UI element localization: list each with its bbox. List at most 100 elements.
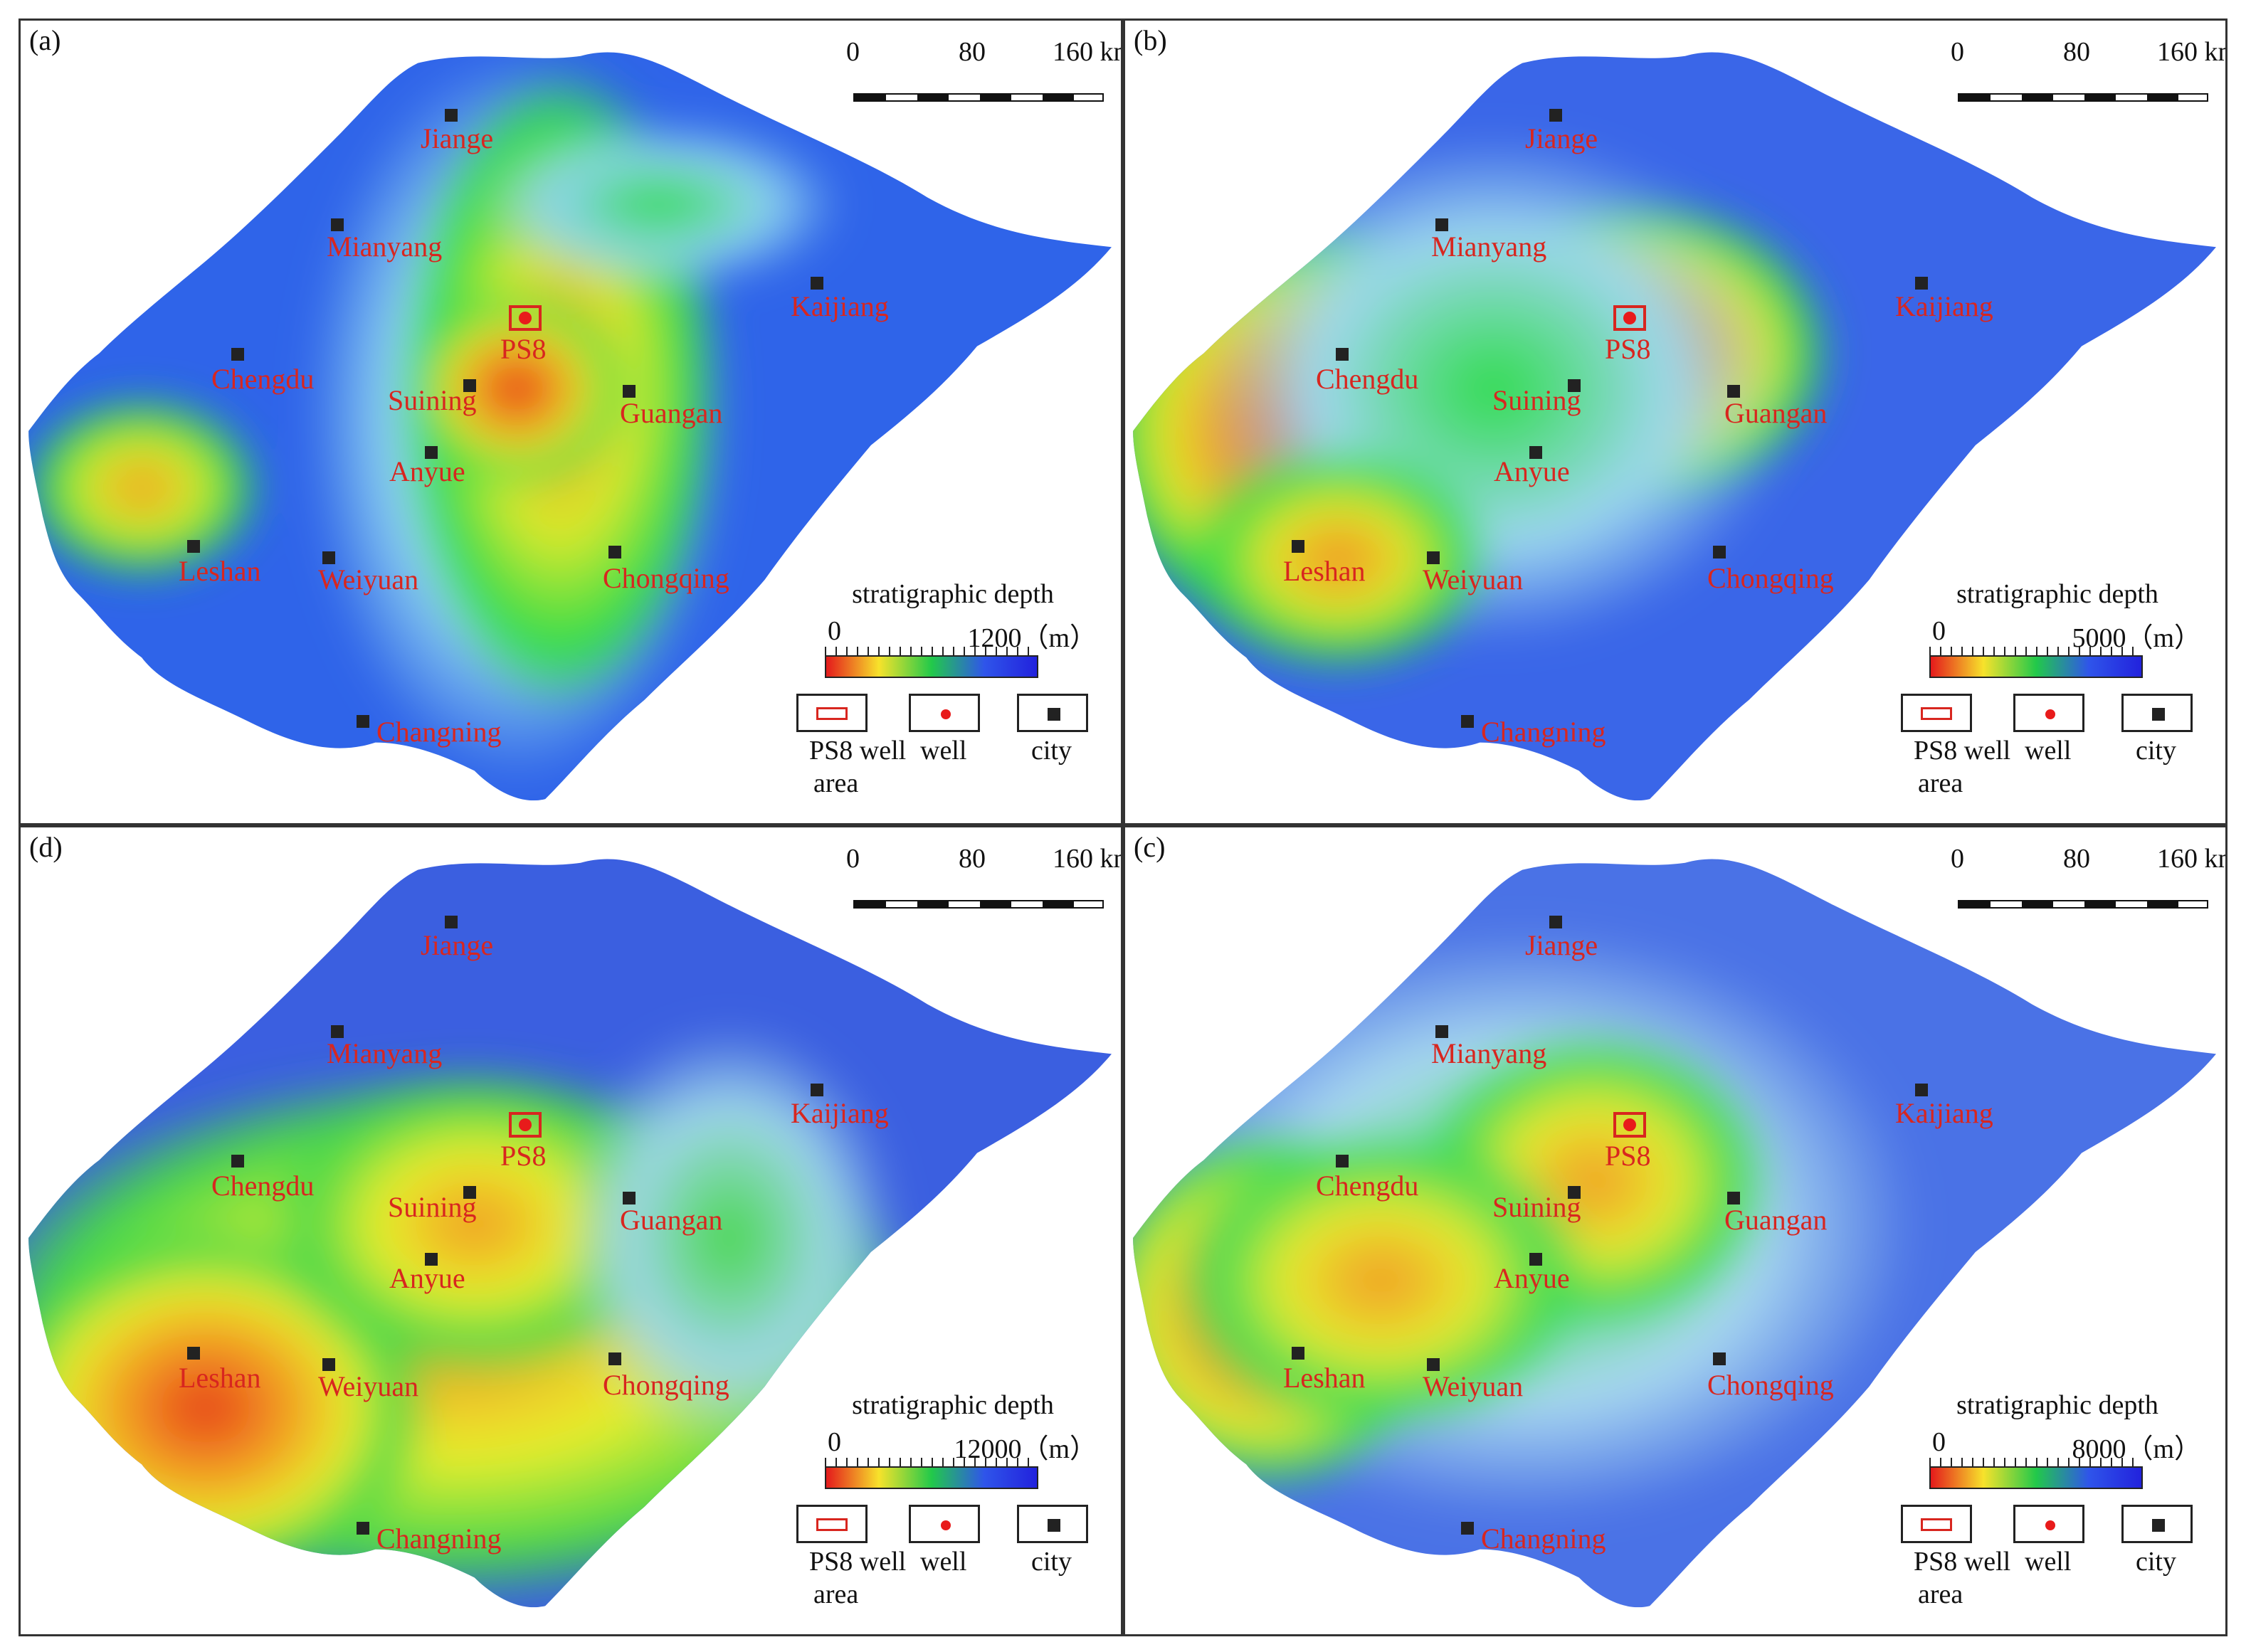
legend-item-label: well [920,1547,967,1577]
colorbar-ticks [1929,1458,2143,1466]
scale-tick-label: 160 km [2157,844,2225,874]
city-marker [445,109,458,122]
colorbar-min-label: 0 [828,616,841,646]
city-marker [1915,277,1928,290]
colorbar-ticks [1929,647,2143,655]
panel-label: (c) [1134,831,1166,863]
city-label: Anyue [389,455,465,487]
scale-tick-label: 0 [846,37,860,67]
city-label: Chongqing [603,1369,729,1401]
city-marker [1727,385,1740,398]
legend-item-label: city [1031,1547,1072,1577]
legend-well-symbol [2013,694,2084,732]
city-label: Suining [388,384,477,416]
city-marker [623,1192,636,1204]
city-marker [608,546,621,558]
well-dot-icon [2045,1520,2055,1530]
city-label: Leshan [1283,555,1366,587]
well-area-icon [816,707,848,720]
colorbar-ticks [825,647,1038,655]
colorbar [1929,1466,2143,1489]
city-label: Chengdu [1316,363,1419,395]
city-label: Leshan [179,555,261,587]
city-label: Kaijiang [1895,290,1993,322]
city-marker [1435,1025,1448,1038]
colorbar [825,1466,1038,1489]
city-label: Suining [1492,384,1581,416]
city-marker [1427,551,1440,564]
city-label: Weiyuan [318,1370,419,1402]
city-marker [425,1253,438,1266]
city-label: Kaijiang [1895,1097,1993,1129]
city-label: Guangan [1724,1204,1828,1236]
city-marker [357,1522,369,1535]
ps8-well-marker [509,305,542,331]
city-label: Weiyuan [1423,563,1524,595]
city-marker [608,1352,621,1365]
ps8-well-marker [509,1112,542,1138]
legend-title: stratigraphic depth [1956,579,2158,609]
map-panel-d: (d) 0 80 160 km Jiange Mianyang Kaijiang PS… [19,825,1123,1636]
legend-item-label: well [920,736,967,766]
scale-bar: 0 80 160 km [846,36,1121,122]
city-marker [425,446,438,459]
city-label: Suining [1492,1191,1581,1223]
city-label: Kaijiang [791,1097,889,1129]
city-marker [187,540,200,553]
city-label: PS8 [1605,1140,1651,1172]
city-label: Changning [376,716,502,748]
scale-bar-graphic [853,900,1104,909]
legend-item-label: area [813,768,859,798]
city-marker [1713,546,1726,558]
legend: stratigraphic depth 0 1200（m） PS8 well ar… [796,578,1109,813]
legend-item-label: area [813,1579,859,1609]
city-label: Chengdu [211,1170,315,1202]
city-marker [1568,1186,1581,1199]
map-panel-a: (a) 0 80 160 km Jiange Mianyang Kaijiang PS… [19,18,1123,825]
city-marker [1549,109,1562,122]
legend-well-symbol [909,1505,980,1543]
city-marker [231,1155,244,1167]
city-marker [623,385,636,398]
city-marker [1336,1155,1349,1167]
city-label: Chengdu [1316,1170,1419,1202]
city-label: Anyue [1494,455,1570,487]
city-label: Chongqing [1707,1369,1834,1401]
scale-tick-label: 80 [2063,37,2090,67]
city-marker [1427,1358,1440,1371]
colorbar-ticks [825,1458,1038,1466]
city-marker [1529,446,1542,459]
scale-bar-graphic [1958,93,2208,102]
city-label: Jiange [1525,122,1598,154]
city-label: Jiange [421,929,494,961]
legend: stratigraphic depth 0 12000（m） PS8 well a… [796,1389,1109,1624]
legend-title: stratigraphic depth [852,1390,1054,1420]
city-marker [463,379,476,392]
well-dot-icon [1623,312,1636,324]
legend: stratigraphic depth 0 8000（m） PS8 well ar… [1901,1389,2214,1624]
well-area-icon [1921,707,1952,720]
city-square-icon [1048,1519,1060,1532]
legend-city-symbol [1017,1505,1088,1543]
city-square-icon [2152,1519,2165,1532]
panel-label: (a) [29,24,61,56]
legend-title: stratigraphic depth [852,579,1054,609]
map-panel-b: (b) 0 80 160 km Jiange Mianyang Kaijiang PS… [1123,18,2227,825]
city-marker [811,1084,823,1096]
city-square-icon [1048,708,1060,721]
legend-item-label: area [1918,768,1963,798]
scale-bar: 0 80 160 km [1951,36,2225,122]
city-label: PS8 [500,333,547,365]
legend-title: stratigraphic depth [1956,1390,2158,1420]
well-dot-icon [941,1520,951,1530]
scale-bar: 0 80 160 km [1951,843,2225,928]
city-label: Chongqing [603,562,729,594]
city-label: Jiange [421,122,494,154]
scale-tick-label: 0 [846,844,860,874]
city-marker [1713,1352,1726,1365]
city-square-icon [2152,708,2165,721]
legend-area-symbol [1901,694,1972,732]
depth-map [28,52,1112,801]
city-marker [1549,916,1562,928]
legend-city-symbol [1017,694,1088,732]
